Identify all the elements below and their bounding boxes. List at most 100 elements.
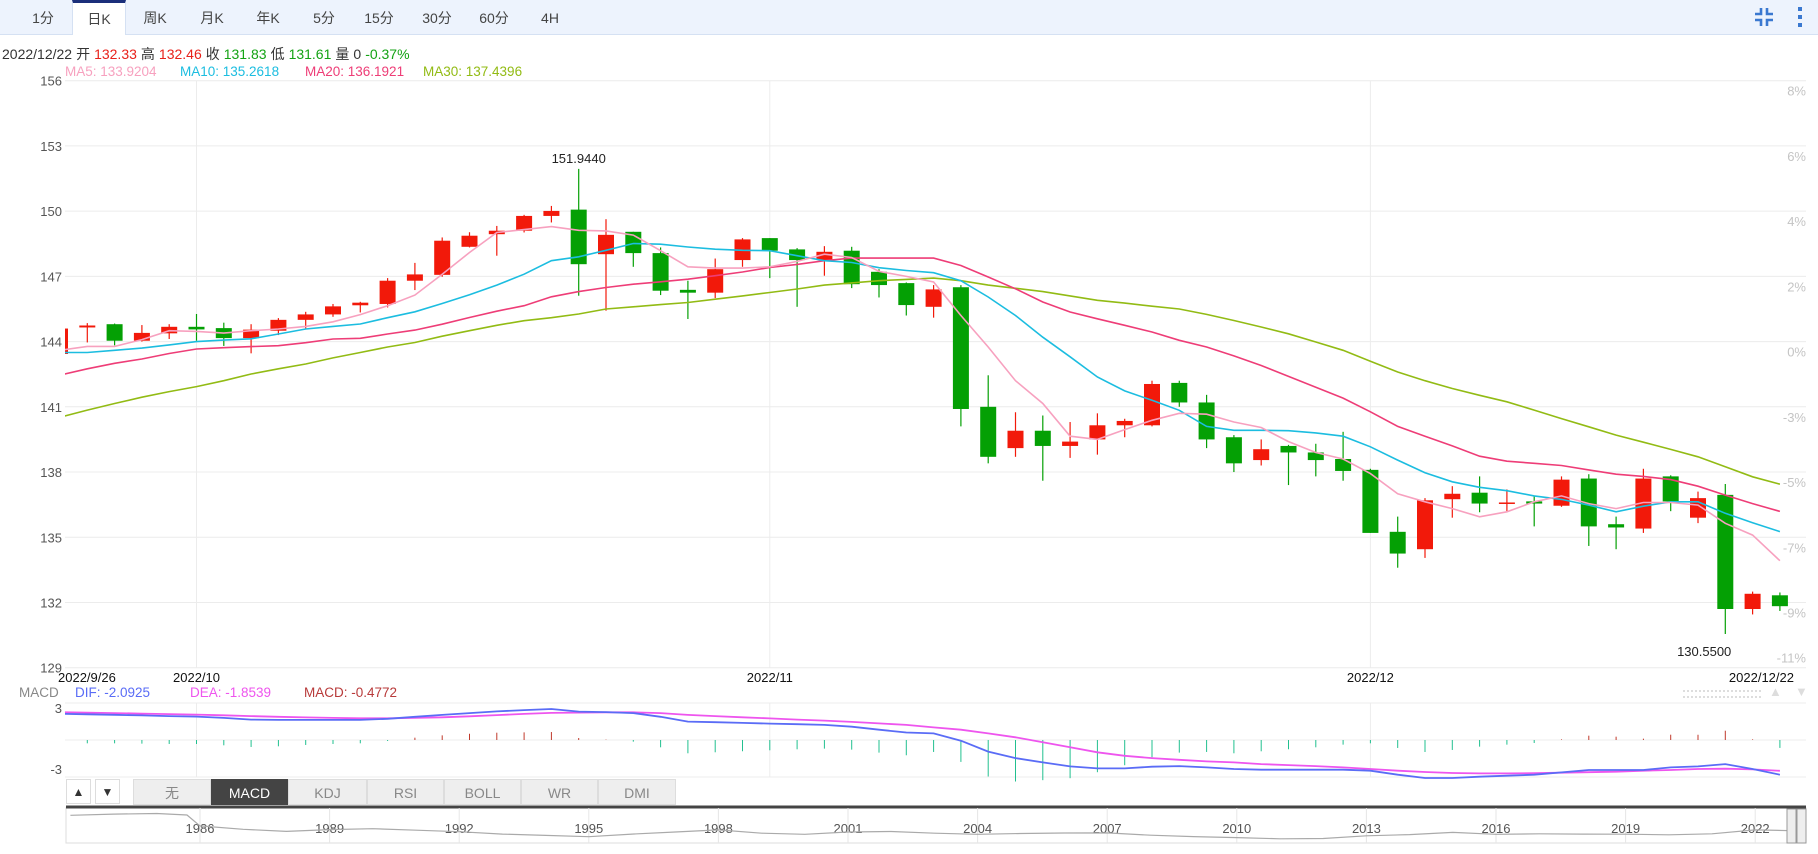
more-vertical-icon[interactable]	[1787, 4, 1813, 30]
candle-down	[1717, 494, 1734, 609]
info-change-percent: -0.37%	[365, 46, 410, 62]
tab-yearly-k[interactable]: 年K	[256, 10, 280, 26]
zoom-out-arrow-icon[interactable]: ▼	[1795, 684, 1808, 699]
candle-down	[761, 238, 778, 251]
price-tick-label: 150	[40, 204, 62, 219]
candle-up	[379, 280, 396, 304]
zoom-scroll-track[interactable]	[1683, 690, 1761, 698]
candle-up	[1089, 425, 1106, 440]
candle-up	[1744, 593, 1761, 609]
candle-down	[1580, 478, 1597, 527]
tab-15min[interactable]: 15分	[364, 10, 394, 26]
candle-up	[270, 319, 287, 331]
candle-up	[297, 314, 314, 320]
date-axis-label: 2022/12/22	[1729, 670, 1794, 685]
candle-down	[570, 209, 587, 265]
tab-monthly-k[interactable]: 月K	[200, 10, 224, 26]
ma30-legend: MA30: 137.4396	[423, 64, 523, 79]
percent-tick-label: 4%	[1787, 214, 1806, 229]
indicator-tab-none[interactable]: 无	[133, 779, 211, 805]
navigator-year-label: 2001	[834, 821, 863, 836]
candle-up	[79, 325, 96, 328]
candle-up	[133, 332, 150, 341]
indicator-tab-macd[interactable]: MACD	[211, 779, 288, 805]
low-annotation: 130.5500	[1677, 644, 1731, 659]
navigator-year-label: 2004	[963, 821, 992, 836]
zoom-in-arrow-icon[interactable]: ▲	[1769, 684, 1782, 699]
price-tick-label: 153	[40, 139, 62, 154]
candle-down	[1198, 402, 1215, 440]
navigator-year-label: 2013	[1352, 821, 1381, 836]
indicator-tab-dmi[interactable]: DMI	[598, 779, 676, 805]
indicator-tab-wr[interactable]: WR	[521, 779, 598, 805]
tab-30min[interactable]: 30分	[422, 10, 452, 26]
ma10-line	[65, 242, 1781, 533]
navigator-year-label: 2007	[1093, 821, 1122, 836]
candle-down	[843, 250, 860, 285]
tab-daily-k[interactable]: 日K	[72, 0, 126, 35]
candle-up	[1062, 441, 1079, 446]
candle-down	[1335, 458, 1352, 471]
candle-up	[1253, 449, 1270, 461]
percent-tick-label: 2%	[1787, 279, 1806, 294]
info-open-label: 开	[76, 46, 91, 62]
candle-up	[707, 269, 724, 293]
candle-down	[980, 406, 997, 457]
tab-60min[interactable]: 60分	[479, 10, 509, 26]
navigator-right-handle[interactable]	[1796, 808, 1807, 844]
info-low-value: 131.61	[288, 46, 332, 62]
price-tick-label: 129	[40, 661, 62, 676]
ma10-legend: MA10: 135.2618	[180, 64, 280, 79]
indicator-tab-rsi[interactable]: RSI	[367, 779, 444, 805]
navigator-box	[65, 807, 1807, 844]
candle-up	[1498, 502, 1515, 504]
dea-line	[64, 711, 1780, 775]
candle-down	[1471, 492, 1488, 504]
dif-line	[64, 708, 1781, 779]
ma5-legend: MA5: 133.9204	[65, 64, 157, 79]
navigator-year-label: 2016	[1482, 821, 1511, 836]
candle-down	[1307, 452, 1324, 461]
navigator-series-line	[70, 812, 1798, 840]
candle-up	[543, 210, 560, 216]
candle-down	[1225, 437, 1242, 464]
candle-down	[898, 283, 915, 306]
percent-tick-label: 8%	[1787, 84, 1806, 99]
info-date: 2022/12/22	[2, 46, 73, 62]
candle-down	[871, 271, 887, 286]
candle-up	[1553, 479, 1570, 506]
compress-icon[interactable]	[1751, 4, 1777, 30]
macd-tick-label: -3	[50, 762, 62, 777]
candle-up	[434, 240, 451, 275]
candle-down	[789, 249, 806, 261]
navigator-year-label: 1995	[574, 821, 603, 836]
candle-up	[1144, 383, 1160, 426]
percent-tick-label: -3%	[1783, 410, 1807, 425]
info-close-value: 131.83	[223, 46, 267, 62]
percent-tick-label: -11%	[1777, 651, 1807, 666]
candle-up	[406, 274, 423, 281]
tab-1min[interactable]: 1分	[32, 10, 54, 26]
indicator-tab-kdj[interactable]: KDJ	[288, 779, 367, 805]
navigator-year-label: 1992	[445, 821, 474, 836]
tab-5min[interactable]: 5分	[313, 10, 335, 26]
indicator-tab-boll[interactable]: BOLL	[444, 779, 521, 805]
indicator-up-button[interactable]: ▲	[66, 779, 91, 804]
price-tick-label: 147	[40, 269, 62, 284]
info-high-value: 132.46	[158, 46, 202, 62]
navigator-year-label: 2022	[1741, 821, 1770, 836]
price-tick-label: 132	[40, 595, 62, 610]
navigator-year-label: 1986	[186, 821, 215, 836]
candle-up	[925, 289, 942, 307]
indicator-down-button[interactable]: ▼	[95, 779, 120, 804]
candle-down	[1280, 445, 1297, 453]
tab-4h[interactable]: 4H	[541, 10, 559, 26]
tab-weekly-k[interactable]: 周K	[143, 10, 167, 26]
navigator-left-handle[interactable]	[1786, 808, 1797, 844]
candle-up	[461, 235, 478, 247]
candle-down	[652, 253, 669, 291]
macd-legend-macd: MACD: -0.4772	[304, 685, 398, 700]
info-volume-value: 0	[353, 46, 362, 62]
candle-up	[325, 306, 341, 315]
